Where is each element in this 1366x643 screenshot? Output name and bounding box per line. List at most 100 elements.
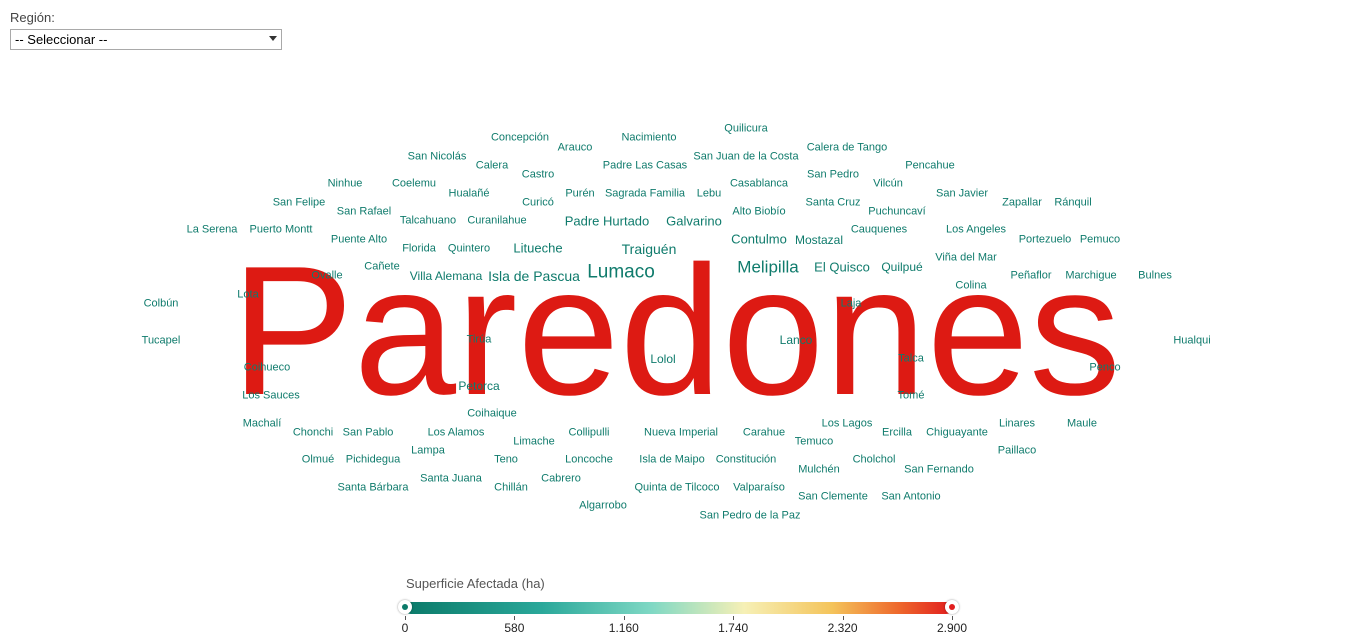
word-item[interactable]: Traiguén <box>621 241 677 257</box>
word-item[interactable]: El Quisco <box>814 259 870 275</box>
word-item[interactable]: Concepción <box>490 131 550 144</box>
word-item[interactable]: Mostazal <box>794 233 844 247</box>
legend-max-handle[interactable] <box>945 600 959 614</box>
word-item[interactable]: San Pedro <box>807 168 859 181</box>
word-item[interactable]: Los Sauces <box>242 389 300 402</box>
word-item[interactable]: Litueche <box>513 240 563 256</box>
word-item[interactable]: Maule <box>1067 417 1097 430</box>
word-item[interactable]: Cholchol <box>852 453 896 466</box>
word-item[interactable]: Chonchi <box>292 426 334 439</box>
word-item[interactable]: Chillán <box>494 481 528 494</box>
word-item[interactable]: Santa Juana <box>420 472 482 485</box>
word-item[interactable]: Pemuco <box>1079 233 1121 246</box>
word-item[interactable]: San Nicolás <box>407 150 467 163</box>
word-item[interactable]: Calera de Tango <box>806 141 888 154</box>
word-item[interactable]: Lanco <box>779 333 813 347</box>
word-item[interactable]: Isla de Maipo <box>639 453 705 466</box>
word-item[interactable]: Colina <box>955 279 987 292</box>
word-item[interactable]: La Serena <box>186 223 238 236</box>
word-item[interactable]: Curicó <box>522 196 554 209</box>
word-item[interactable]: Petorca <box>458 379 500 393</box>
word-item[interactable]: San Clemente <box>798 490 868 503</box>
word-item[interactable]: Valparaíso <box>733 481 785 494</box>
word-item[interactable]: Casablanca <box>729 177 789 190</box>
word-item[interactable]: Coelemu <box>391 177 437 190</box>
word-item[interactable]: Villa Alemana <box>409 269 483 283</box>
word-item[interactable]: Carahue <box>742 426 786 439</box>
word-item[interactable]: Los Alamos <box>427 426 485 439</box>
word-item[interactable]: Vilcún <box>873 177 903 190</box>
word-item[interactable]: Lolol <box>650 352 676 366</box>
word-item[interactable]: Ránquil <box>1054 196 1092 209</box>
word-item[interactable]: Santa Cruz <box>805 196 861 209</box>
word-item[interactable]: Puchuncaví <box>868 205 926 218</box>
word-item[interactable]: Curanilahue <box>467 214 527 227</box>
word-item[interactable]: Padre Hurtado <box>564 213 650 229</box>
word-item[interactable]: Cabrero <box>541 472 581 485</box>
word-item[interactable]: Ovalle <box>311 269 343 282</box>
word-item[interactable]: Peñaflor <box>1010 269 1052 282</box>
word-item[interactable]: Mulchén <box>798 463 840 476</box>
word-item[interactable]: Linares <box>998 417 1036 430</box>
word-item[interactable]: Collipulli <box>568 426 610 439</box>
word-item[interactable]: Lumaco <box>587 261 655 283</box>
word-item[interactable]: Purén <box>565 187 595 200</box>
word-item[interactable]: Limache <box>513 435 555 448</box>
word-paredones[interactable]: Paredones <box>231 227 1121 433</box>
word-item[interactable]: Marchigue <box>1065 269 1117 282</box>
word-item[interactable]: Loncoche <box>565 453 613 466</box>
word-item[interactable]: Machalí <box>242 417 282 430</box>
word-item[interactable]: Pencahue <box>905 159 955 172</box>
word-item[interactable]: Talcahuano <box>399 214 457 227</box>
word-item[interactable]: San Pedro de la Paz <box>699 509 801 522</box>
word-item[interactable]: Cauquenes <box>850 223 908 236</box>
word-item[interactable]: Algarrobo <box>579 499 627 512</box>
region-select[interactable]: -- Seleccionar -- <box>10 29 282 50</box>
word-item[interactable]: Alto Biobío <box>732 205 786 218</box>
word-item[interactable]: Laja <box>840 297 862 310</box>
word-item[interactable]: Quilicura <box>724 122 768 135</box>
word-item[interactable]: San Felipe <box>272 196 326 209</box>
word-item[interactable]: Isla de Pascua <box>488 268 580 284</box>
word-item[interactable]: Lebu <box>696 187 722 200</box>
word-item[interactable]: Paillaco <box>997 444 1037 457</box>
word-item[interactable]: Florida <box>402 242 436 255</box>
word-item[interactable]: Quilpué <box>881 260 923 274</box>
word-item[interactable]: Santa Bárbara <box>337 481 409 494</box>
word-item[interactable]: Castro <box>521 168 555 181</box>
word-item[interactable]: Chiguayante <box>926 426 988 439</box>
word-item[interactable]: Colbún <box>143 297 179 310</box>
word-item[interactable]: San Javier <box>936 187 988 200</box>
word-item[interactable]: Sagrada Familia <box>604 187 686 200</box>
word-item[interactable]: Ercilla <box>882 426 912 439</box>
word-item[interactable]: San Pablo <box>342 426 394 439</box>
word-item[interactable]: Calera <box>475 159 509 172</box>
word-item[interactable]: Talca <box>898 352 924 365</box>
word-item[interactable]: San Rafael <box>336 205 392 218</box>
word-item[interactable]: Bulnes <box>1138 269 1172 282</box>
word-item[interactable]: Los Lagos <box>821 417 873 430</box>
word-item[interactable]: Arauco <box>557 141 593 154</box>
word-item[interactable]: Zapallar <box>1002 196 1042 209</box>
word-item[interactable]: Quinta de Tilcoco <box>634 481 720 494</box>
word-item[interactable]: Contulmo <box>731 231 787 247</box>
word-item[interactable]: Lampa <box>411 444 445 457</box>
word-item[interactable]: Coihaique <box>467 407 517 420</box>
word-item[interactable]: Olmué <box>301 453 335 466</box>
word-item[interactable]: Nacimiento <box>621 131 677 144</box>
word-item[interactable]: Pichidegua <box>345 453 401 466</box>
word-item[interactable]: Ninhue <box>327 177 363 190</box>
word-item[interactable]: Nueva Imperial <box>644 426 718 439</box>
word-item[interactable]: Lota <box>237 288 259 301</box>
word-item[interactable]: Coihueco <box>243 361 291 374</box>
word-item[interactable]: Tucapel <box>141 334 181 347</box>
word-item[interactable]: Hualañé <box>448 187 490 200</box>
word-item[interactable]: San Fernando <box>904 463 974 476</box>
word-item[interactable]: Puente Alto <box>330 233 388 246</box>
word-item[interactable]: Portezuelo <box>1018 233 1072 246</box>
word-item[interactable]: Teno <box>494 453 518 466</box>
word-item[interactable]: Viña del Mar <box>935 251 997 264</box>
word-item[interactable]: Galvarino <box>666 213 722 229</box>
word-item[interactable]: Melipilla <box>737 257 799 277</box>
word-item[interactable]: Quintero <box>447 242 491 255</box>
